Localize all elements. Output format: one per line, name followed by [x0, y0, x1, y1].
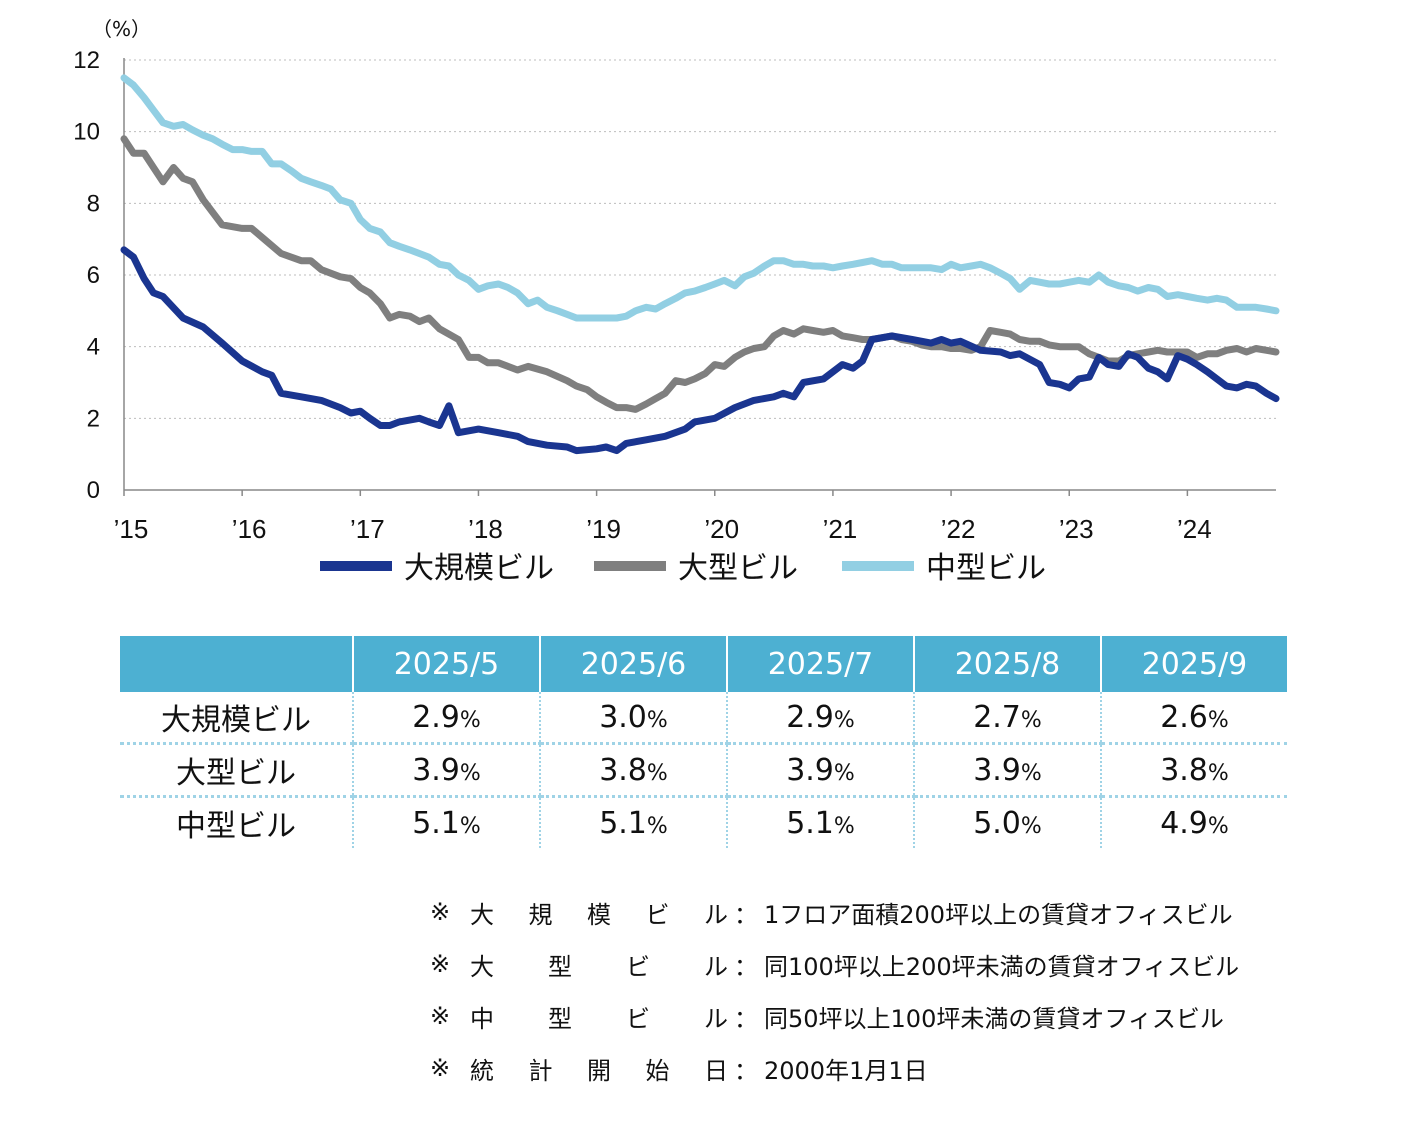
series-lines — [120, 74, 1280, 455]
x-tick-label: ’21 — [823, 514, 858, 544]
y-tick-label: 4 — [87, 334, 100, 361]
table-cell: 3.0% — [539, 692, 727, 745]
row-label: 大型ビル — [120, 743, 353, 798]
table-cell: 3.8% — [1100, 743, 1287, 798]
x-tick-label: ’18 — [468, 514, 503, 544]
table-cell: 4.9% — [1100, 796, 1287, 848]
x-tick-label: ’23 — [1059, 514, 1094, 544]
column-header: 2025/8 — [913, 636, 1101, 692]
note-description: 同100坪以上200坪未満の賃貸オフィスビル — [764, 952, 1240, 981]
note-colon: ： — [734, 1056, 758, 1085]
table-cell: 2.6% — [1100, 692, 1287, 745]
column-header: 2025/9 — [1100, 636, 1287, 692]
note-term: 大規模ビル — [470, 900, 728, 929]
table-cell: 3.9% — [726, 743, 914, 798]
y-tick-label: 2 — [87, 405, 100, 432]
grid-lines — [124, 59, 1276, 419]
y-axis-unit: （%） — [92, 17, 151, 41]
footnote: ※ 大型ビル ： 同100坪以上200坪未満の賃貸オフィスビル — [430, 938, 1239, 990]
note-colon: ： — [734, 952, 758, 981]
note-term: 統計開始日 — [470, 1056, 728, 1085]
column-header: 2025/7 — [726, 636, 914, 692]
column-header: 2025/5 — [352, 636, 540, 692]
x-tick-label: ’22 — [941, 514, 976, 544]
y-tick-label: 8 — [87, 190, 100, 217]
table-cell: 3.9% — [913, 743, 1101, 798]
note-description: 同50坪以上100坪未満の賃貸オフィスビル — [764, 1004, 1224, 1033]
note-mark: ※ — [430, 898, 451, 926]
x-tick-label: ’15 — [114, 514, 149, 544]
y-tick-label: 0 — [87, 477, 100, 504]
legend-label: 大型ビル — [678, 551, 798, 586]
series-line — [120, 246, 1280, 455]
table-row: 大型ビル 3.9% 3.8% 3.9% 3.9% 3.8% — [120, 743, 1287, 798]
table-row: 大規模ビル 2.9% 3.0% 2.9% 2.7% 2.6% — [120, 692, 1287, 745]
x-tick-label: ’19 — [586, 514, 621, 544]
table-row: 中型ビル 5.1% 5.1% 5.1% 5.0% 4.9% — [120, 796, 1287, 848]
x-tick-label: ’24 — [1177, 514, 1212, 544]
y-axis-ticks: 0 2 4 6 8 10 12 — [73, 47, 100, 504]
footnote: ※ 統計開始日 ： 2000年1月1日 — [430, 1042, 1239, 1094]
table-cell: 3.9% — [352, 743, 540, 798]
note-description: 2000年1月1日 — [764, 1056, 928, 1085]
legend-label: 大規模ビル — [404, 551, 554, 586]
y-tick-label: 10 — [73, 119, 100, 146]
x-tick-label: ’17 — [350, 514, 385, 544]
note-colon: ： — [734, 1004, 758, 1033]
table-cell: 5.1% — [352, 796, 540, 848]
table-cell: 2.9% — [352, 692, 540, 745]
footnote: ※ 中型ビル ： 同50坪以上100坪未満の賃貸オフィスビル — [430, 990, 1239, 1042]
note-mark: ※ — [430, 1054, 451, 1082]
legend: 大規模ビル 大型ビル 中型ビル — [320, 551, 1046, 586]
table-cell: 5.1% — [726, 796, 914, 848]
note-term: 大型ビル — [470, 952, 728, 981]
table-cell: 5.1% — [539, 796, 727, 848]
x-tick-label: ’20 — [704, 514, 739, 544]
note-term: 中型ビル — [470, 1004, 728, 1033]
table-cell: 2.9% — [726, 692, 914, 745]
note-colon: ： — [734, 900, 758, 929]
vacancy-rate-table: 2025/5 2025/6 2025/7 2025/8 2025/9 大規模ビル… — [120, 636, 1287, 848]
x-tick-label: ’16 — [232, 514, 267, 544]
legend-label: 中型ビル — [926, 551, 1046, 586]
footnotes: ※ 大規模ビル ： 1フロア面積200坪以上の賃貸オフィスビル ※ 大型ビル ：… — [430, 886, 1239, 1094]
table-corner-cell — [120, 636, 353, 692]
y-tick-label: 12 — [73, 47, 100, 74]
note-description: 1フロア面積200坪以上の賃貸オフィスビル — [764, 900, 1233, 929]
column-header: 2025/6 — [539, 636, 727, 692]
row-label: 中型ビル — [176, 809, 296, 844]
row-label: 大規模ビル — [120, 692, 353, 745]
table-cell: 3.8% — [539, 743, 727, 798]
axes — [123, 58, 1276, 491]
footnote: ※ 大規模ビル ： 1フロア面積200坪以上の賃貸オフィスビル — [430, 886, 1239, 938]
x-axis-ticks: ’15 ’16 ’17 ’18 ’19 ’20 ’21 ’22 ’23 ’24 — [114, 490, 1212, 544]
table-cell: 2.7% — [913, 692, 1101, 745]
vacancy-rate-line-chart: （%） 0 2 4 6 8 10 12 ’15 ’16 ’17 ’18 ’19 ’20 ’21 ’22 ’2… — [73, 17, 1280, 586]
series-line — [120, 74, 1280, 322]
table-cell: 5.0% — [913, 796, 1101, 848]
note-mark: ※ — [430, 1002, 451, 1030]
y-tick-label: 6 — [87, 262, 100, 289]
note-mark: ※ — [430, 950, 451, 978]
table-header-row: 2025/5 2025/6 2025/7 2025/8 2025/9 — [120, 636, 1287, 692]
